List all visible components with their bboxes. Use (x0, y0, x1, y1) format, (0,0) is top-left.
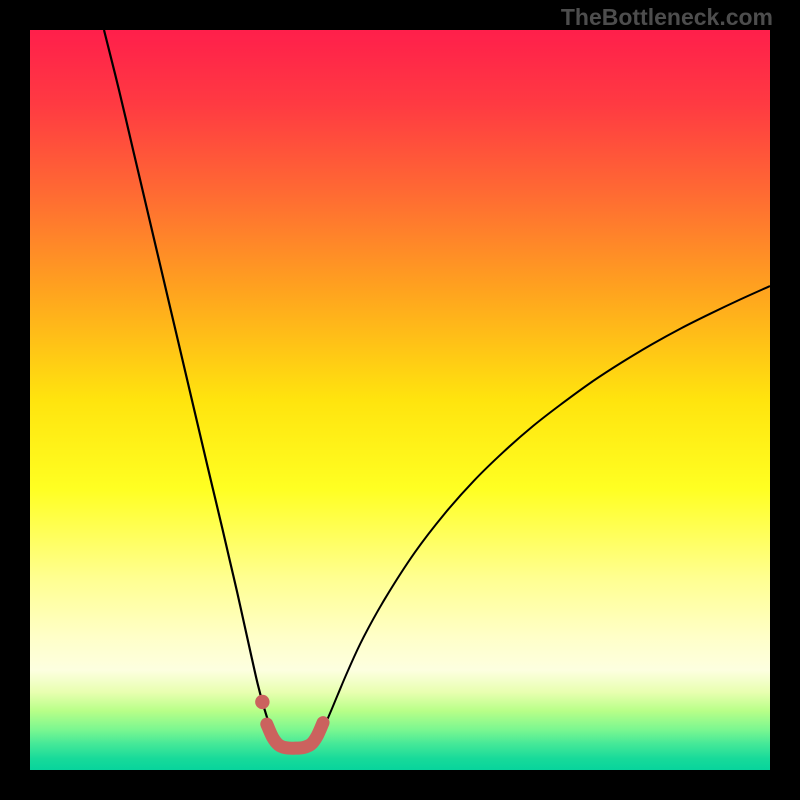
plot-area (30, 30, 770, 770)
figure-root: TheBottleneck.com (0, 0, 800, 800)
plot-svg (30, 30, 770, 770)
valley-marker-dot (255, 695, 269, 709)
watermark-text: TheBottleneck.com (561, 4, 773, 31)
gradient-background (30, 30, 770, 770)
